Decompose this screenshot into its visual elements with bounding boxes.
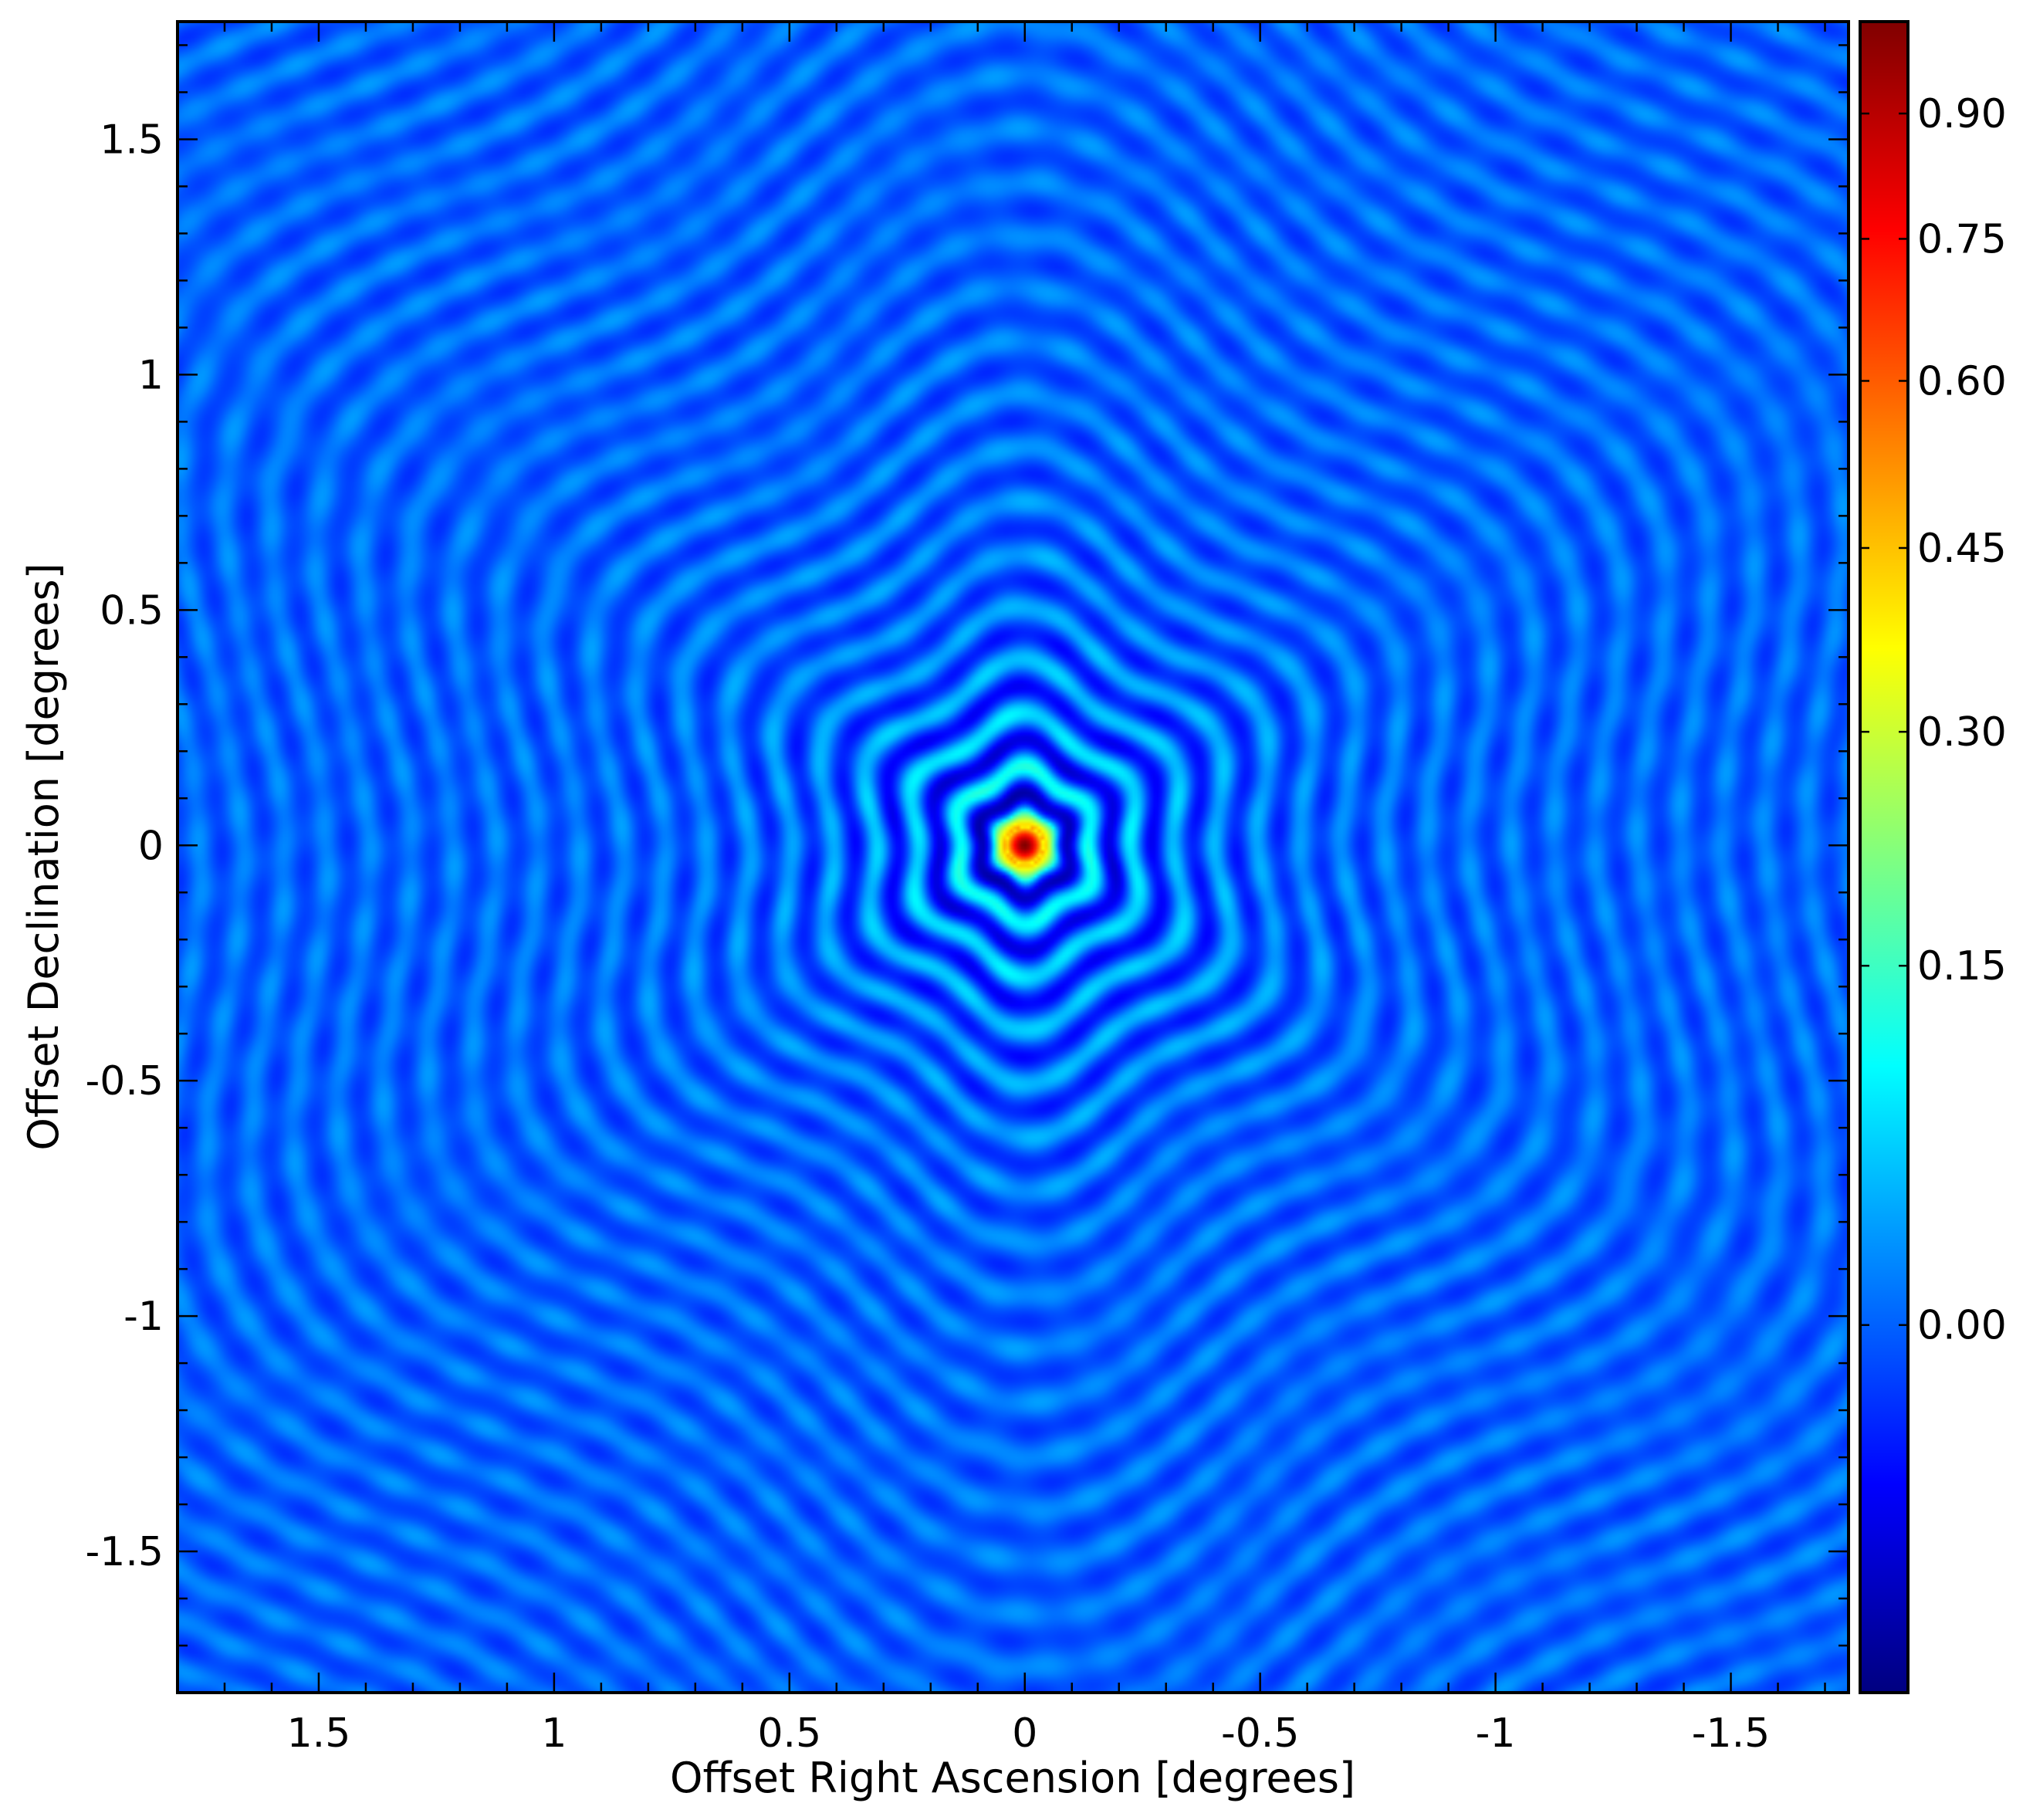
colorbar-ticks: 0.90 0.75 0.60 0.45 0.30 0.15 0.00 <box>1860 91 2007 1349</box>
y-tick-label: -0.5 <box>86 1058 164 1105</box>
colorbar-tick-label: 0.75 <box>1917 216 2007 262</box>
colorbar-tick-label: 0.90 <box>1917 91 2007 137</box>
y-tick-label: -1 <box>123 1294 164 1340</box>
y-tick-label: 1 <box>138 352 164 398</box>
y-tick-label: 0.5 <box>100 587 164 634</box>
colorbar-tick-label: 0.60 <box>1917 358 2007 404</box>
colorbar-gradient <box>1860 22 1908 1693</box>
x-tick-label: -1 <box>1476 1710 1516 1757</box>
x-tick-label: 0.5 <box>757 1710 821 1757</box>
heatmap-plot-area: 1.5 1 0.5 0 -0.5 -1 -1.5 1.5 1 0.5 0 -0.5 -1 -1.5 <box>86 20 1850 1757</box>
colorbar-tick-label: 0.45 <box>1917 526 2007 572</box>
x-tick-label: -0.5 <box>1221 1710 1299 1757</box>
x-axis-label: Offset Right Ascension [degrees] <box>670 1754 1355 1802</box>
plot-frame <box>176 20 1850 1694</box>
colorbar-tick-label: 0.15 <box>1917 943 2007 989</box>
x-axis-ticks: 1.5 1 0.5 0 -0.5 -1 -1.5 <box>223 22 1826 1757</box>
y-axis-ticks: 1.5 1 0.5 0 -0.5 -1 -1.5 <box>86 44 1849 1647</box>
x-tick-label: -1.5 <box>1692 1710 1770 1757</box>
colorbar-tick-label: 0.30 <box>1917 709 2007 756</box>
y-axis-label: Offset Declination [degrees] <box>19 563 68 1150</box>
y-tick-label: 0 <box>138 823 164 869</box>
x-tick-label: 0 <box>1012 1710 1037 1757</box>
colorbar-frame <box>1859 20 1910 1694</box>
x-tick-label: 1 <box>541 1710 567 1757</box>
colorbar: 0.90 0.75 0.60 0.45 0.30 0.15 0.00 <box>1859 20 2007 1694</box>
colorbar-tick-label: 0.00 <box>1917 1303 2007 1349</box>
heatmap-image <box>178 22 1849 1693</box>
x-tick-label: 1.5 <box>287 1710 351 1757</box>
y-tick-label: -1.5 <box>86 1529 164 1575</box>
y-tick-label: 1.5 <box>100 117 164 163</box>
